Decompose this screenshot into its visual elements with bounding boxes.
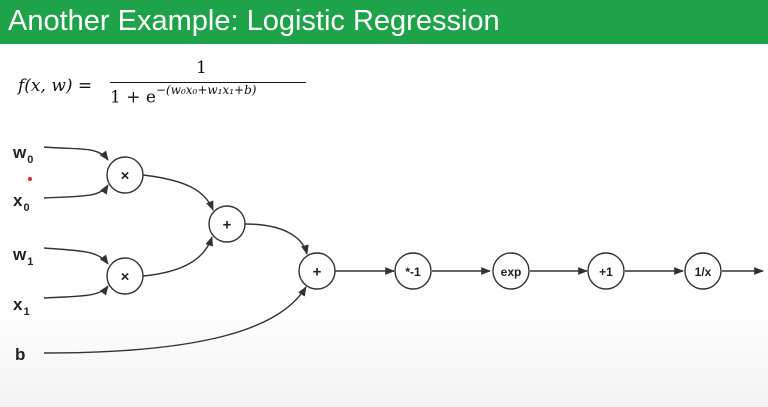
input-b: b xyxy=(15,345,25,364)
formula-denominator: 1 + e−(w₀x₀+w₁x₁+b) xyxy=(110,83,257,108)
node-negate xyxy=(394,252,432,290)
slide-title: Another Example: Logistic Regression xyxy=(8,5,500,37)
node-exp xyxy=(492,252,530,290)
node-multiply-2 xyxy=(106,257,144,295)
edge-mul1-add1 xyxy=(142,174,214,211)
node-reciprocal-label: 1/x xyxy=(695,265,712,279)
node-multiply-2-label: × xyxy=(121,269,130,286)
input-w1: w1 xyxy=(12,245,33,268)
node-add-2 xyxy=(298,252,336,290)
input-w0: w0 xyxy=(12,143,33,166)
node-multiply-1 xyxy=(106,156,144,194)
input-x1-name: x xyxy=(13,295,23,314)
node-multiply-1-label: × xyxy=(121,168,130,185)
edge-mul2-add1 xyxy=(142,236,213,277)
formula-denominator-base: 1 + e xyxy=(110,87,156,108)
node-negate-label: *-1 xyxy=(405,265,421,279)
node-plus-one xyxy=(587,252,625,290)
node-add-2-label: + xyxy=(313,264,322,281)
edge-x1-mul2 xyxy=(43,285,109,299)
node-add-1-label: + xyxy=(223,217,232,234)
edge-w0-mul1 xyxy=(43,146,109,161)
edge-b-add2 xyxy=(43,286,307,354)
fraction-bar xyxy=(110,82,306,83)
input-w1-name: w xyxy=(12,245,27,264)
node-plus-one-label: +1 xyxy=(599,265,613,279)
input-x0-sub: 0 xyxy=(23,202,29,214)
input-x1-sub: 1 xyxy=(23,306,29,318)
input-w0-sub: 0 xyxy=(27,154,33,166)
node-add-1 xyxy=(208,205,246,243)
node-reciprocal xyxy=(684,252,722,290)
input-x1: x1 xyxy=(13,295,30,318)
node-exp-label: exp xyxy=(501,265,522,279)
input-b-name: b xyxy=(15,345,25,364)
input-x0: x0 xyxy=(13,191,30,214)
formula-exponent: −(w₀x₀+w₁x₁+b) xyxy=(155,83,257,97)
edge-x0-mul1 xyxy=(43,184,109,199)
input-w0-name: w xyxy=(12,143,27,162)
formula-numerator: 1 xyxy=(196,58,207,78)
formula-lhs: f(x, w) = xyxy=(18,76,93,96)
input-x0-name: x xyxy=(13,191,23,210)
edge-add1-add2 xyxy=(244,223,309,255)
edge-w1-mul2 xyxy=(43,247,109,265)
title-bar: Another Example: Logistic Regression xyxy=(0,0,768,44)
pointer-dot xyxy=(28,177,32,181)
input-w1-sub: 1 xyxy=(27,256,33,268)
